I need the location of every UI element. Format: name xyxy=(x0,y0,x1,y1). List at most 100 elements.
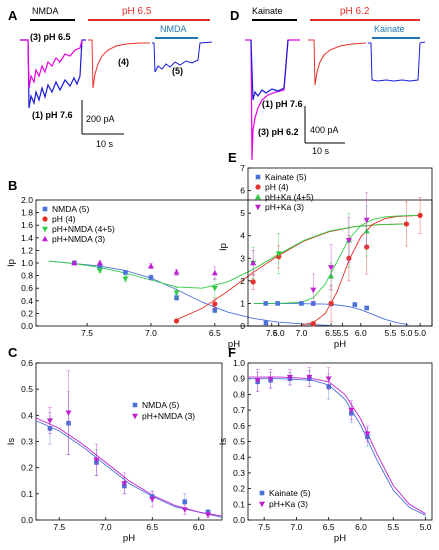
data-point-e-series-0 xyxy=(299,301,304,306)
fit-curve-b xyxy=(48,260,330,326)
trace-a-5 xyxy=(152,41,213,73)
data-point-e-series-0 xyxy=(364,305,370,311)
legend-marker-e-0 xyxy=(255,174,261,180)
data-point-b-series-1 xyxy=(250,279,256,285)
legend-marker-c-1 xyxy=(132,413,138,420)
y-tick-label-b: 2.0 xyxy=(21,195,33,205)
data-point-c-series-0 xyxy=(182,499,188,504)
x-tick-label-f: 6.5 xyxy=(323,522,335,532)
data-point-b-series-0 xyxy=(212,307,218,313)
y-tick-label-b: 1.4 xyxy=(21,233,33,243)
data-point-b-series-2 xyxy=(96,268,103,274)
plot-c: 0.0 0.1 0.2 0.3 0.4 0.5 0.6 7.5 7.0 6.5 6.0 pH Is NMD… xyxy=(6,358,223,544)
data-point-b-series-2 xyxy=(211,286,218,292)
data-point-b-series-2 xyxy=(173,290,180,296)
data-point-b-series-3 xyxy=(71,259,78,266)
data-point-b-series-0 xyxy=(148,275,154,280)
y-tick-label-b: 0.0 xyxy=(21,321,33,331)
legend-label-e-2: pH+Ka (4+5) xyxy=(265,192,314,202)
trace-d-ph76 xyxy=(250,39,289,101)
data-point-b-series-2 xyxy=(275,251,282,257)
trace-d-5 xyxy=(368,41,426,82)
x-tick-label-f: 7.0 xyxy=(291,522,303,532)
fit-curve-c xyxy=(35,420,223,518)
x-tick-label-b: 6.5 xyxy=(209,328,221,338)
panel-label-a: A xyxy=(8,8,18,23)
x-tick-label-f: 5.5 xyxy=(387,522,399,532)
x-tick-label-e: 5.5 xyxy=(385,328,397,338)
x-tick-label-f: 7.5 xyxy=(258,522,270,532)
y-tick-label-c: 0.4 xyxy=(21,410,33,420)
legend-label-c-1: pH+NMDA (3) xyxy=(142,411,195,421)
legend-marker-c-0 xyxy=(132,402,138,408)
y-tick-label-c: 0.0 xyxy=(21,515,33,525)
data-point-e-series-3 xyxy=(345,238,352,244)
legend-marker-e-3 xyxy=(255,204,261,211)
data-point-b-series-2 xyxy=(122,276,129,282)
agonist-bar-label-a1: NMDA xyxy=(32,6,59,16)
data-point-c-series-1 xyxy=(65,410,72,416)
x-tick-label-e: 7.0 xyxy=(296,328,308,338)
data-point-c-series-1 xyxy=(205,512,212,518)
x-axis-label-e: pH xyxy=(334,339,346,350)
y-tick-label-c: 0.6 xyxy=(21,358,33,368)
data-point-e-series-3 xyxy=(328,265,335,271)
data-point-c-series-1 xyxy=(181,507,188,513)
plot-frame-b xyxy=(35,199,433,327)
plot-frame-c xyxy=(35,362,223,521)
x-tick-label-e: 6.5 xyxy=(325,328,337,338)
data-point-f-series-1 xyxy=(325,376,332,382)
data-point-e-series-0 xyxy=(275,301,280,306)
legend-label-c-0: NMDA (5) xyxy=(142,400,179,410)
y-tick-label-f: 0.5 xyxy=(233,437,245,447)
data-point-e-series-1 xyxy=(328,300,334,307)
y-axis-label-c: Is xyxy=(6,438,17,446)
trace-label-a-4: (4) xyxy=(118,57,129,67)
x-tick-label-b: 7.5 xyxy=(81,328,93,338)
panel-label-f: F xyxy=(228,345,236,360)
data-point-f-series-1 xyxy=(306,374,313,381)
data-point-c-series-1 xyxy=(149,496,156,503)
legend-label-e-1: pH (4) xyxy=(265,182,289,192)
fit-curve-f xyxy=(248,376,426,515)
legend-marker-b-0 xyxy=(42,206,48,212)
x-tick-label-f: 5.0 xyxy=(420,522,432,532)
y-tick-label-e: 0 xyxy=(240,321,245,331)
data-point-b-series-3 xyxy=(211,269,218,276)
y-tick-label-c: 0.2 xyxy=(21,463,33,473)
legend-label-b-2: pH+NMDA (4+5) xyxy=(52,224,115,234)
y-tick-label-f: 0.9 xyxy=(233,374,245,384)
y-tick-label-e: 4 xyxy=(240,231,245,241)
x-tick-label-c: 7.5 xyxy=(53,522,65,532)
y-tick-label-b: 0.6 xyxy=(21,283,33,293)
legend-label-f-1: pH+Ka (3) xyxy=(269,499,308,509)
legend-label-e-3: pH+Ka (3) xyxy=(265,202,304,212)
x-tick-label-c: 6.5 xyxy=(146,522,158,532)
trace-label-a-1: (1) pH 7.6 xyxy=(32,110,73,120)
data-point-b-series-3 xyxy=(147,262,154,269)
ph-bar-label-d: pH 6.2 xyxy=(340,6,370,17)
y-tick-label-b: 0.4 xyxy=(21,296,33,306)
y-tick-label-e: 1 xyxy=(240,298,245,308)
data-point-e-series-1 xyxy=(310,321,316,327)
x-tick-label-e: 5.0 xyxy=(414,328,426,338)
panel-label-e: E xyxy=(228,150,237,165)
y-tick-label-f: 0.6 xyxy=(233,421,245,431)
y-tick-label-c: 0.5 xyxy=(21,384,33,394)
legend-label-b-3: pH+NMDA (3) xyxy=(52,234,105,244)
y-tick-label-b: 1.6 xyxy=(21,220,33,230)
legend-label-b-1: pH (4) xyxy=(52,214,76,224)
legend-marker-f-1 xyxy=(259,501,265,508)
y-tick-label-f: 0.3 xyxy=(233,468,245,478)
data-point-b-series-1 xyxy=(403,221,410,227)
y-tick-label-e: 7 xyxy=(240,163,245,173)
x-tick-label-b: 6.0 xyxy=(273,328,285,338)
data-point-e-series-3 xyxy=(363,217,370,224)
y-tick-label-e: 3 xyxy=(240,253,245,263)
trace-label-a-3: (3) pH 6.5 xyxy=(30,32,71,42)
data-point-f-series-1 xyxy=(286,374,293,381)
y-tick-label-c: 0.3 xyxy=(21,437,33,447)
y-axis-label-b: Ip xyxy=(6,259,17,267)
panel-label-c: C xyxy=(8,345,18,360)
